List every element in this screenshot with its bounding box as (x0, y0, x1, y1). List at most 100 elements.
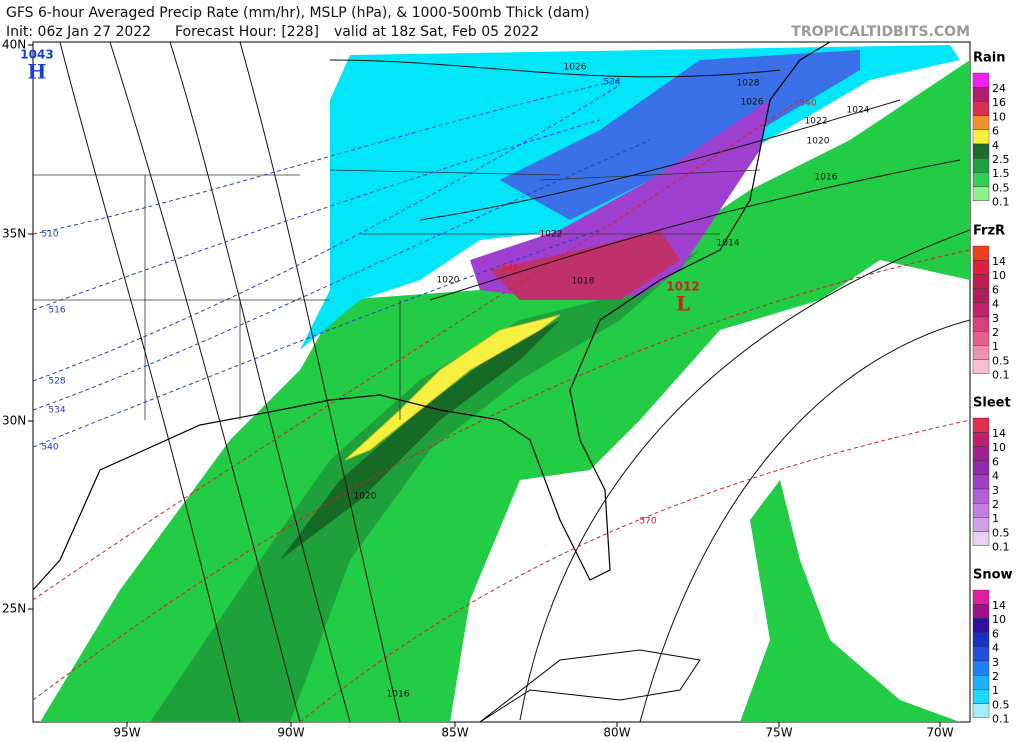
thickness-label: 516 (48, 306, 65, 316)
thickness-label: 546 (501, 264, 518, 274)
rain-area (740, 480, 960, 722)
legend-label: 3 (992, 656, 999, 669)
legend-swatch (972, 618, 990, 633)
legend-swatch (972, 589, 990, 605)
isobar-label: 1014 (717, 239, 740, 249)
legend-swatch (972, 345, 990, 360)
legend-swatch (972, 632, 990, 647)
legend-label: 24 (992, 82, 1006, 95)
rain-heavy (150, 250, 700, 722)
legend-swatch (972, 115, 990, 130)
legend-swatch (972, 157, 990, 173)
legend-swatch (972, 302, 990, 318)
legend-label: 2 (992, 326, 999, 339)
legend-swatch (972, 316, 990, 332)
legend-label: 0.5 (992, 526, 1010, 539)
legend-title: Rain (973, 51, 1006, 66)
legend-swatch (972, 488, 990, 504)
legend-swatch (972, 646, 990, 662)
legend-swatch (972, 531, 990, 546)
legend-swatch (972, 675, 990, 690)
legend-swatch (972, 689, 990, 704)
legend-swatch (972, 260, 990, 275)
isobar-label: 1018 (572, 277, 595, 287)
thickness-label: 570 (639, 517, 656, 527)
cuba-coast (479, 649, 701, 722)
legend-label: 1 (992, 512, 999, 525)
legend-label: 6 (992, 455, 999, 468)
lon-label: 70W (926, 726, 953, 740)
legend-swatch (972, 72, 990, 88)
legend-swatch (972, 604, 990, 619)
legend-label: 14 (992, 255, 1006, 268)
legend-label: 0.1 (992, 713, 1010, 726)
legend-swatch (972, 186, 990, 202)
center-symbol: L (676, 292, 690, 316)
legend-title: Sleet (973, 396, 1011, 411)
legend-swatch (972, 101, 990, 116)
lat-label: 30N (2, 414, 26, 428)
legend-swatch (972, 417, 990, 433)
lon-label: 80W (603, 726, 630, 740)
lat-label: 35N (2, 227, 26, 241)
valid-time: valid at 18z Sat, Feb 05 2022 (334, 24, 539, 40)
thickness-lines (33, 79, 970, 722)
coastline (33, 42, 831, 591)
legend-label: 4 (992, 298, 999, 311)
legend-swatch (972, 274, 990, 289)
legend-label: 1 (992, 340, 999, 353)
legend-label: 2 (992, 670, 999, 683)
legend-swatch (972, 86, 990, 102)
center-pressure: 1012 (666, 280, 699, 294)
legend-label: 4 (992, 642, 999, 655)
legend-swatch (972, 446, 990, 461)
site-credit: TROPICALTIDBITS.COM (791, 24, 970, 40)
isobar-label: 1022 (805, 117, 828, 127)
lon-label: 75W (765, 726, 792, 740)
legend-label: 10 (992, 269, 1006, 282)
legend: Rain241610642.51.50.50.1FrzR1410643210.5… (972, 51, 1013, 726)
isobars (59, 42, 970, 722)
legend-label: 14 (992, 599, 1006, 612)
legend-label: 4 (992, 139, 999, 152)
isobar-label: 1020 (437, 276, 460, 286)
legend-swatch (972, 245, 990, 261)
legend-label: 2.5 (992, 153, 1010, 166)
map-body (32, 41, 971, 723)
legend-label: 6 (992, 125, 999, 138)
legend-label: 14 (992, 427, 1006, 440)
legend-swatch (972, 460, 990, 476)
isobar-label: 1016 (387, 690, 410, 700)
isobar-label: 1024 (847, 106, 870, 116)
legend-label: 3 (992, 484, 999, 497)
legend-label: 10 (992, 613, 1006, 626)
legend-swatch (972, 331, 990, 346)
legend-label: 0.1 (992, 196, 1010, 209)
isobar-label: 1028 (737, 79, 760, 89)
heavy-rain-band (344, 314, 561, 461)
lat-label: 40N (2, 38, 26, 52)
legend-swatch (972, 129, 990, 145)
legend-swatch (972, 503, 990, 518)
thickness-label: 528 (48, 377, 65, 387)
isobar-label: 1016 (815, 173, 838, 183)
legend-swatch (972, 172, 990, 187)
legend-swatch (972, 703, 990, 718)
thickness-label: 534 (603, 78, 620, 88)
legend-label: 0.1 (992, 369, 1010, 382)
isobar-label: 1020 (807, 137, 830, 147)
center-symbol: H (28, 60, 47, 84)
lon-label: 85W (441, 726, 468, 740)
lat-label: 25N (2, 602, 26, 616)
isobar-label: 1026 (741, 98, 764, 108)
legend-label: 6 (992, 627, 999, 640)
legend-swatch (972, 660, 990, 676)
legend-label: 10 (992, 110, 1006, 123)
legend-label: 1 (992, 684, 999, 697)
legend-label: 0.5 (992, 698, 1010, 711)
forecast-hour: Forecast Hour: [228] (175, 24, 319, 40)
legend-swatch (972, 288, 990, 304)
legend-swatch (972, 432, 990, 447)
lon-label: 90W (277, 726, 304, 740)
